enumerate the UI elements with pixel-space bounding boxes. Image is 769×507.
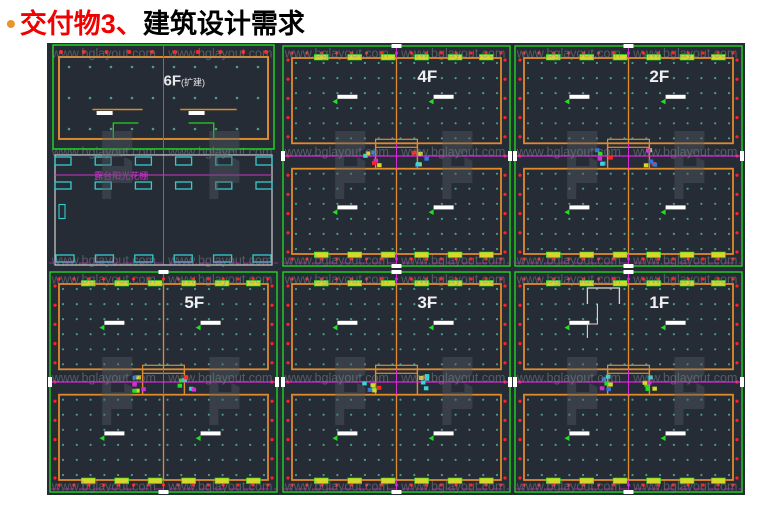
svg-text:www.bglayout.com: www.bglayout.com <box>284 371 389 385</box>
svg-text:www.bglayout.com: www.bglayout.com <box>284 145 389 159</box>
svg-text:3F: 3F <box>417 293 437 312</box>
svg-text:4F: 4F <box>417 67 437 86</box>
svg-text:www.bglayout.com: www.bglayout.com <box>284 47 389 61</box>
svg-text:www.bglayout.com: www.bglayout.com <box>632 145 737 159</box>
svg-text:www.bglayout.com: www.bglayout.com <box>167 480 272 494</box>
svg-text:www.bglayout.com: www.bglayout.com <box>167 145 272 159</box>
svg-text:www.bglayout.com: www.bglayout.com <box>51 371 156 385</box>
svg-text:www.bglayout.com: www.bglayout.com <box>632 254 737 268</box>
svg-text:www.bglayout.com: www.bglayout.com <box>51 254 156 268</box>
svg-text:www.bglayout.com: www.bglayout.com <box>632 47 737 61</box>
svg-text:2F: 2F <box>649 67 669 86</box>
svg-text:www.bglayout.com: www.bglayout.com <box>400 145 505 159</box>
svg-text:www.bglayout.com: www.bglayout.com <box>167 371 272 385</box>
svg-text:www.bglayout.com: www.bglayout.com <box>167 254 272 268</box>
svg-text:www.bglayout.com: www.bglayout.com <box>51 480 156 494</box>
svg-text:1F: 1F <box>649 293 669 312</box>
svg-text:www.bglayout.com: www.bglayout.com <box>51 145 156 159</box>
svg-text:www.bglayout.com: www.bglayout.com <box>167 273 272 287</box>
svg-text:www.bglayout.com: www.bglayout.com <box>516 145 621 159</box>
svg-text:www.bglayout.com: www.bglayout.com <box>516 480 621 494</box>
svg-text:www.bglayout.com: www.bglayout.com <box>400 480 505 494</box>
svg-text:www.bglayout.com: www.bglayout.com <box>632 371 737 385</box>
svg-text:5F: 5F <box>184 293 204 312</box>
svg-text:www.bglayout.com: www.bglayout.com <box>51 273 156 287</box>
svg-text:www.bglayout.com: www.bglayout.com <box>400 273 505 287</box>
svg-text:www.bglayout.com: www.bglayout.com <box>167 47 272 61</box>
svg-text:www.bglayout.com: www.bglayout.com <box>516 371 621 385</box>
svg-text:www.bglayout.com: www.bglayout.com <box>632 480 737 494</box>
svg-text:www.bglayout.com: www.bglayout.com <box>284 273 389 287</box>
svg-text:www.bglayout.com: www.bglayout.com <box>516 273 621 287</box>
svg-text:www.bglayout.com: www.bglayout.com <box>516 47 621 61</box>
svg-text:www.bglayout.com: www.bglayout.com <box>400 371 505 385</box>
svg-text:www.bglayout.com: www.bglayout.com <box>51 47 156 61</box>
svg-text:www.bglayout.com: www.bglayout.com <box>400 254 505 268</box>
svg-text:www.bglayout.com: www.bglayout.com <box>284 480 389 494</box>
svg-text:www.bglayout.com: www.bglayout.com <box>516 254 621 268</box>
svg-text:www.bglayout.com: www.bglayout.com <box>284 254 389 268</box>
svg-text:www.bglayout.com: www.bglayout.com <box>400 47 505 61</box>
svg-text:www.bglayout.com: www.bglayout.com <box>632 273 737 287</box>
